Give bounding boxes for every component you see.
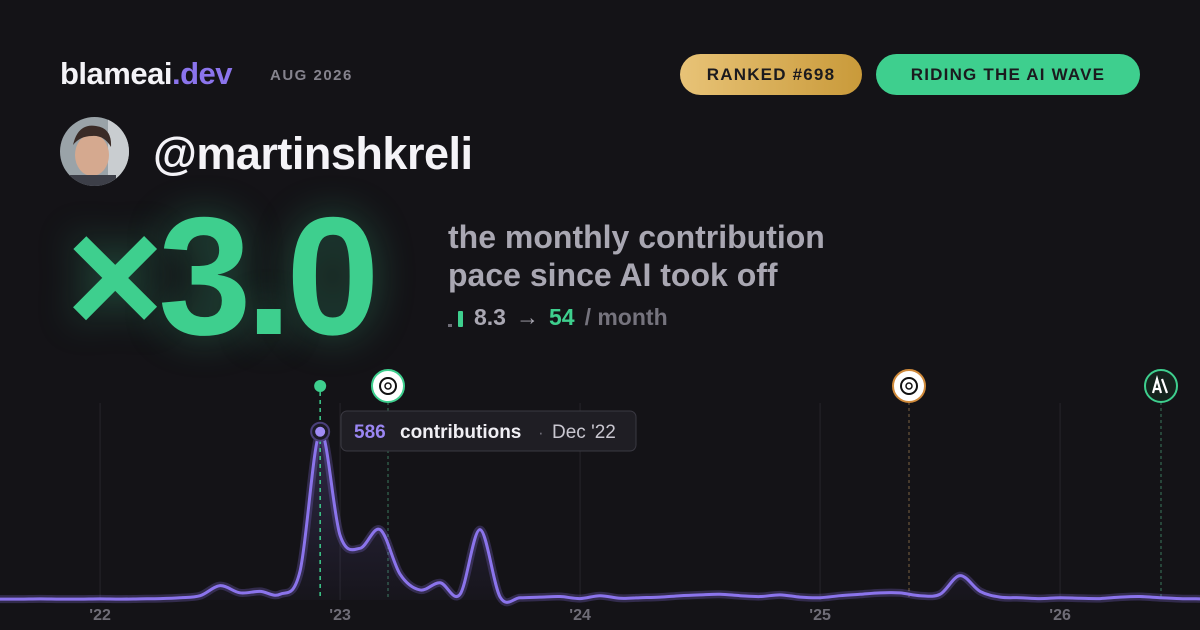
pace-before: 8.3 [474, 304, 506, 330]
line-glow [0, 427, 1200, 607]
openai-icon [371, 369, 405, 403]
multiplier: ×3.0 [66, 182, 380, 370]
x-tick-label: '26 [1049, 607, 1071, 624]
x-tick-label: '22 [89, 607, 111, 624]
x-tick-label: '23 [329, 607, 351, 624]
pace-icon [448, 310, 463, 327]
peak-flag [314, 380, 327, 392]
x-tick-label: '25 [809, 607, 831, 624]
tooltip-label: contributions [400, 422, 521, 443]
tooltip-box [340, 410, 637, 452]
tooltip: 586 contributions · Dec '22 [340, 410, 637, 452]
pace-after: 54 [548, 304, 575, 330]
pace-unit: / month [584, 304, 668, 330]
status-badge: RIDING THE AI WAVE [876, 54, 1140, 95]
tooltip-value: 586 [354, 422, 386, 443]
rank-badge: RANKED #698 [680, 54, 862, 95]
report-date: AUG 2026 [270, 67, 353, 84]
brand: blameai.dev [60, 56, 232, 92]
avatar-image [60, 117, 129, 186]
area [0, 431, 1200, 603]
handle: @martinshkreli [153, 128, 473, 179]
tooltip-separator: · [538, 423, 544, 442]
tooltip-date: Dec '22 [552, 422, 616, 443]
x-tick-label: '24 [569, 607, 591, 624]
avatar [60, 117, 129, 186]
anthropic-icon [1144, 369, 1178, 403]
pace: 8.3 → 54 / month [448, 304, 668, 331]
description: the monthly contribution pace since AI t… [448, 219, 825, 293]
pace-arrow: → [515, 304, 539, 330]
brand-suffix: .dev [171, 56, 233, 91]
event-markers [371, 369, 1178, 600]
line [0, 430, 1200, 604]
openai-icon [892, 369, 926, 403]
peak-point [315, 426, 326, 437]
brand-name: blameai [60, 56, 172, 91]
